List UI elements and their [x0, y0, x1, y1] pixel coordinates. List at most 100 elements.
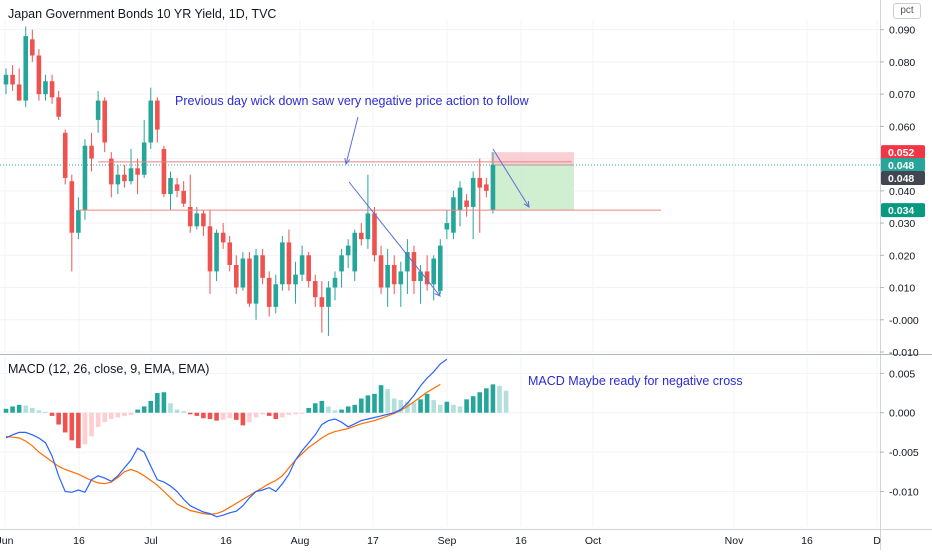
macd-histogram-bar [141, 406, 147, 413]
candle-body [253, 255, 259, 304]
price-tick-label: -0.010 [889, 347, 919, 359]
candle-body [378, 255, 384, 288]
macd-histogram-bar [457, 406, 463, 413]
macd-histogram-bar [43, 411, 48, 413]
candle-body [286, 242, 292, 285]
price-tick-label: 0.090 [889, 25, 915, 37]
candle-body [102, 100, 107, 143]
time-tick-label: 16 [220, 535, 232, 547]
candle-body [30, 39, 35, 56]
candle-body [148, 100, 154, 143]
macd-histogram-bar [194, 412, 200, 416]
candle-body [128, 168, 134, 182]
macd-histogram-bar [345, 406, 351, 413]
candle-body [306, 255, 311, 282]
candle-body [155, 100, 160, 130]
price-tick-label: 0.030 [889, 218, 915, 230]
macd-histogram-bar [411, 402, 417, 413]
time-tick-label: 16 [801, 535, 813, 547]
macd-annotation[interactable]: MACD Maybe ready for negative cross [528, 374, 743, 388]
candle-body [444, 223, 450, 230]
price-axis-panel [880, 0, 932, 550]
macd-histogram-bar [326, 406, 331, 413]
stop-loss-zone [490, 152, 574, 166]
candle-body [122, 174, 127, 182]
macd-histogram-bar [273, 412, 279, 420]
candle-body [411, 252, 417, 282]
note-arrow-head [344, 158, 351, 166]
candle-body [332, 277, 338, 288]
macd-histogram-bar [424, 393, 430, 413]
candle-body [227, 242, 233, 265]
macd-histogram-bar [187, 412, 193, 415]
macd-histogram-bar [339, 409, 344, 413]
macd-histogram-bar [365, 395, 371, 413]
candle-body [207, 226, 213, 272]
candle-body [260, 255, 265, 278]
candle-body [484, 184, 489, 191]
macd-histogram-bar [312, 403, 318, 413]
time-tick-label: 16 [515, 535, 527, 547]
macd-histogram-bar [306, 408, 311, 413]
macd-histogram-bar [372, 393, 377, 413]
macd-histogram-bar [497, 385, 502, 413]
macd-histogram-bar [418, 399, 423, 413]
candle-body [168, 177, 173, 195]
candle-body [56, 97, 61, 117]
candle-body [49, 81, 55, 98]
candle-body [451, 197, 456, 233]
candle-body [194, 213, 200, 227]
macd-layer [3, 358, 509, 518]
price-tag-label: 0.034 [888, 205, 914, 217]
candle-body [280, 242, 285, 285]
candle-body [69, 181, 75, 233]
macd-histogram-bar [490, 384, 496, 413]
price-tick-label: 0.020 [889, 250, 915, 262]
candle-body [326, 287, 331, 307]
candle-body [464, 200, 469, 207]
time-tick-label: Oct [585, 535, 601, 547]
trend-arrow [348, 181, 441, 297]
macd-histogram-bar [234, 412, 239, 420]
candle-body [89, 145, 94, 159]
macd-histogram-bar [464, 399, 469, 413]
macd-histogram-bar [470, 396, 476, 413]
candle-body [16, 84, 22, 101]
candle-body [365, 213, 371, 240]
macd-histogram-bar [451, 404, 456, 413]
unit-badge[interactable]: pct [893, 3, 921, 19]
macd-histogram-bar [299, 412, 305, 414]
candle-body [82, 145, 88, 211]
price-tag-label: 0.048 [888, 173, 914, 185]
macd-histogram-bar [247, 412, 252, 423]
candle-body [457, 187, 463, 211]
candle-body [299, 255, 305, 275]
price-tag-bg [881, 171, 925, 186]
candle-body [115, 174, 121, 185]
macd-histogram-bar [102, 412, 107, 423]
candle-body [293, 274, 298, 285]
macd-histogram-bar [332, 410, 338, 413]
price-tick-label: 0.010 [889, 283, 915, 295]
candle-body [43, 81, 48, 95]
candle-body [345, 245, 351, 256]
time-tick-label: 17 [367, 535, 379, 547]
candle-body [36, 55, 42, 95]
macd-histogram-bar [359, 398, 364, 413]
macd-histogram-bar [266, 412, 272, 416]
candle-body [214, 232, 219, 272]
chart-title: Japan Government Bonds 10 YR Yield, 1D, … [8, 7, 277, 21]
candle-body [181, 190, 186, 204]
time-tick-label: Sep [438, 535, 457, 547]
macd-histogram-bar [260, 412, 265, 415]
time-tick-label: Jul [144, 535, 157, 547]
signal-line [5, 383, 441, 516]
candle-body [76, 210, 81, 233]
price-annotation[interactable]: Previous day wick down saw very negative… [175, 94, 529, 108]
candle-body [352, 232, 358, 272]
macd-histogram-bar [477, 392, 483, 413]
time-tick-label: Nov [725, 535, 744, 547]
macd-histogram-bar [240, 412, 246, 426]
